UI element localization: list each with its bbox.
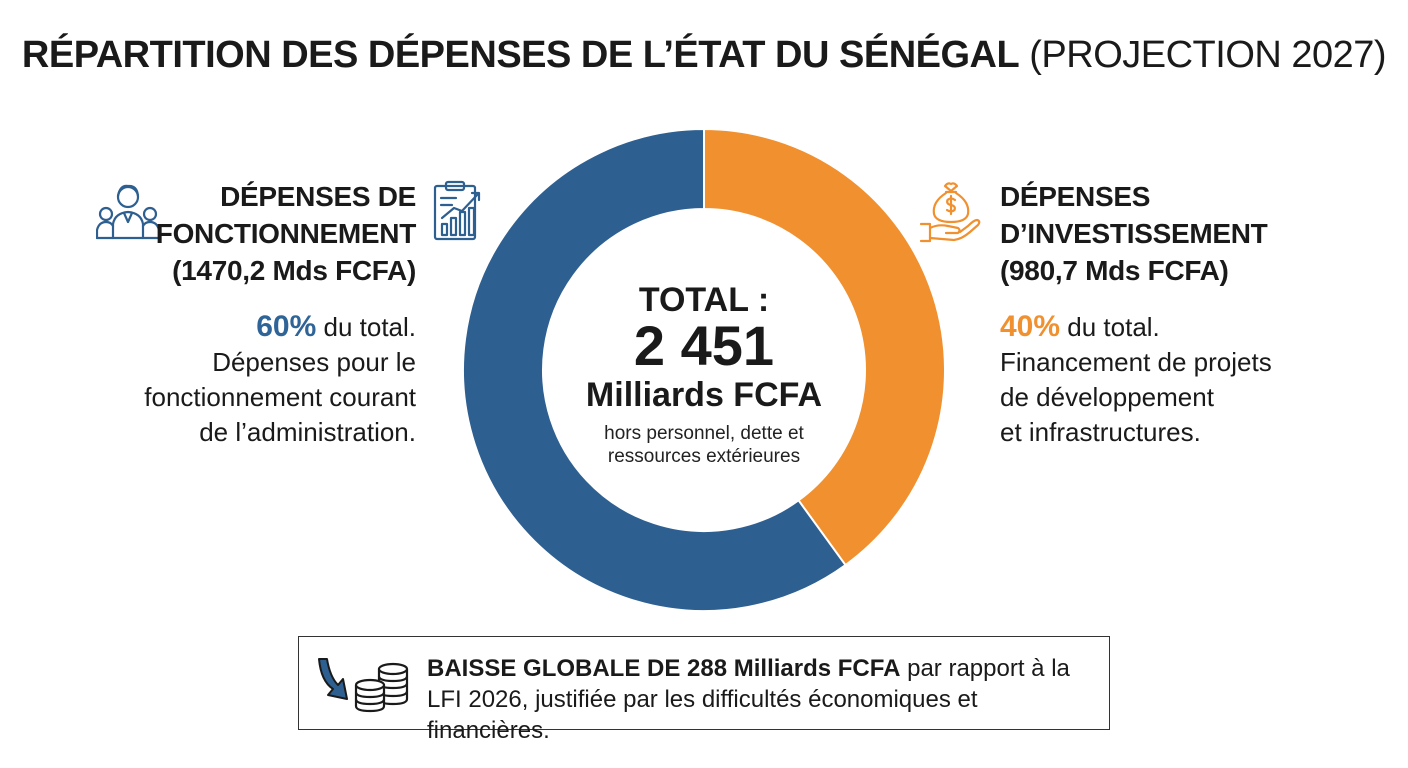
fonctionnement-description: 60% du total. Dépenses pour le fonctionn… <box>90 309 416 450</box>
desc-line: Financement de projets <box>1000 347 1272 377</box>
heading-line: (1470,2 Mds FCFA) <box>172 255 416 286</box>
down-arrow-icon <box>318 658 348 700</box>
heading-line: DÉPENSES DE <box>220 181 416 212</box>
desc-line: et infrastructures. <box>1000 417 1201 447</box>
total-note-line: ressources extérieures <box>607 446 801 467</box>
donut-center: TOTAL : 2 451 Milliards FCFA hors person… <box>540 282 868 468</box>
donut-slice-fonctionnement <box>462 127 847 612</box>
footer-text: BAISSE GLOBALE DE 288 Milliards FCFA par… <box>427 653 1097 746</box>
heading-line: D’INVESTISSEMENT <box>1000 218 1268 249</box>
pct-suffix: du total. <box>1060 312 1160 342</box>
total-label: TOTAL : <box>638 281 770 319</box>
pct-line: 60% du total. <box>90 309 416 345</box>
desc-line: de développement <box>1000 382 1214 412</box>
page-title: RÉPARTITION DES DÉPENSES DE L’ÉTAT DU SÉ… <box>0 34 1408 77</box>
total-value: 2 451 <box>633 314 775 377</box>
title-main: RÉPARTITION DES DÉPENSES DE L’ÉTAT DU SÉ… <box>21 34 1020 76</box>
footer-rest: par rapport à la LFI 2026, justifiée par… <box>427 655 1070 744</box>
footer-callout: BAISSE GLOBALE DE 288 Milliards FCFA par… <box>298 636 1110 744</box>
total-note-line: hors personnel, dette et <box>604 423 804 444</box>
fonctionnement-heading: DÉPENSES DE FONCTIONNEMENT (1470,2 Mds F… <box>90 178 417 289</box>
total-note: hors personnel, dette et ressources exté… <box>540 422 868 468</box>
desc-line: Dépenses pour le <box>212 347 416 377</box>
investissement-percentage: 40% <box>1000 310 1061 343</box>
fonctionnement-percentage: 60% <box>256 310 317 343</box>
footer-strong: BAISSE GLOBALE DE 288 Milliards FCFA <box>427 655 901 682</box>
report-chart-icon <box>433 180 481 241</box>
heading-line: (980,7 Mds FCFA) <box>1000 255 1229 286</box>
money-bag-hand-icon <box>919 182 981 243</box>
investissement-block: DÉPENSES D’INVESTISSEMENT (980,7 Mds FCF… <box>1000 178 1320 450</box>
title-sub: (PROJECTION 2027) <box>1029 34 1387 76</box>
heading-line: FONCTIONNEMENT <box>155 218 417 249</box>
team-icon <box>96 184 160 240</box>
pct-suffix: du total. <box>316 312 416 342</box>
heading-line: DÉPENSES <box>1000 181 1151 212</box>
desc-line: fonctionnement courant <box>144 382 416 412</box>
fonctionnement-block: DÉPENSES DE FONCTIONNEMENT (1470,2 Mds F… <box>90 178 416 450</box>
pct-line: 40% du total. <box>1000 309 1320 345</box>
desc-line: de l’administration. <box>199 417 416 447</box>
donut-slice-investissement <box>703 127 946 567</box>
investissement-description: 40% du total. Financement de projets de … <box>1000 309 1320 450</box>
investissement-heading: DÉPENSES D’INVESTISSEMENT (980,7 Mds FCF… <box>1000 178 1320 289</box>
coins-stack-icon <box>354 662 409 713</box>
total-unit: Milliards FCFA <box>585 376 823 414</box>
